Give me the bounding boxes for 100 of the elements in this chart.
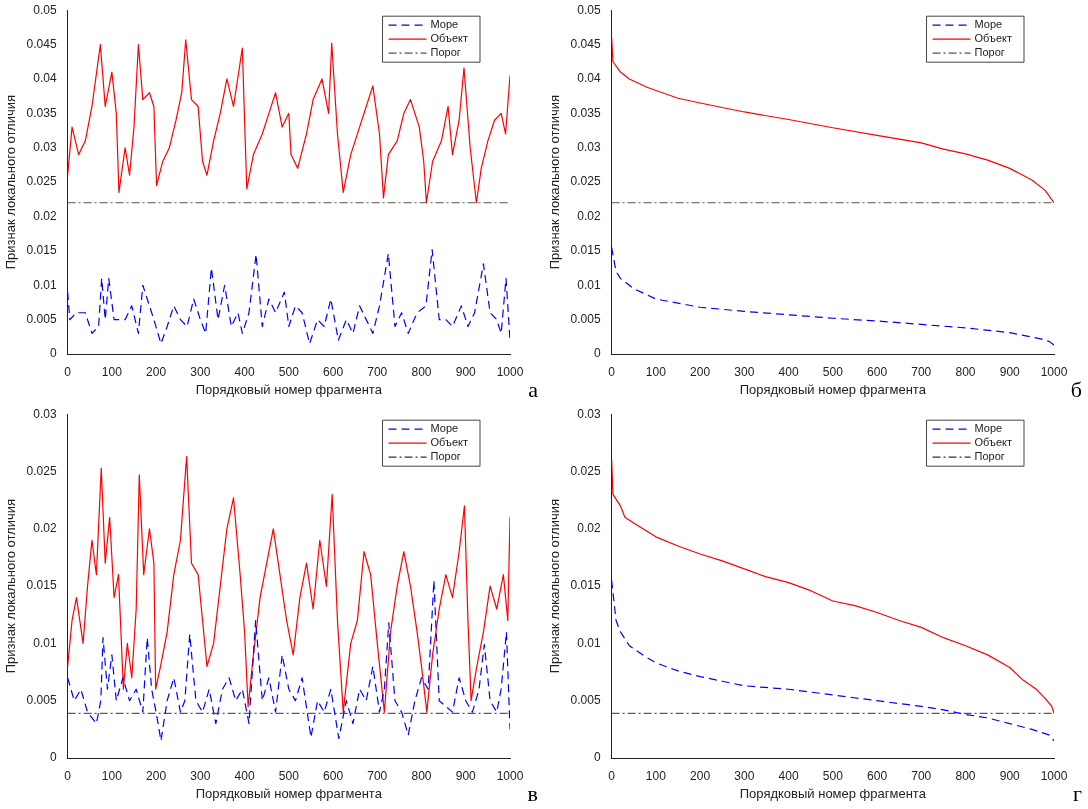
x-tick-label: 400: [234, 768, 255, 783]
y-tick-label: 0.02: [33, 208, 57, 223]
x-tick-label: 800: [955, 768, 976, 783]
y-tick-label: 0.02: [577, 521, 601, 536]
x-tick-label: 800: [411, 768, 432, 783]
legend-label: Объект: [974, 436, 1013, 449]
y-tick-label: 0.035: [26, 105, 57, 120]
x-tick-label: 100: [645, 768, 667, 783]
x-axis-title: Порядковый номер фрагмента: [739, 785, 927, 801]
y-axis-title: Признак локального отличия: [547, 498, 563, 674]
y-tick-label: 0: [49, 346, 57, 361]
y-tick-label: 0.005: [26, 311, 57, 326]
y-tick-label: 0.005: [570, 693, 601, 708]
x-tick-label: 300: [734, 364, 755, 379]
legend-label: Порог: [430, 450, 461, 463]
legend-label: Объект: [430, 32, 469, 45]
x-tick-label: 1000: [496, 364, 524, 379]
y-axis-title: Признак локального отличия: [3, 498, 19, 674]
x-tick-label: 600: [323, 364, 344, 379]
x-tick-label: 500: [822, 768, 844, 783]
x-tick-label: 300: [190, 768, 211, 783]
y-tick-label: 0.025: [570, 174, 601, 189]
y-tick-label: 0.035: [570, 105, 601, 120]
y-tick-label: 0.01: [577, 277, 601, 292]
x-tick-label: 100: [645, 364, 667, 379]
x-axis-title: Порядковый номер фрагмента: [195, 381, 383, 397]
x-tick-label: 500: [278, 768, 300, 783]
y-tick-label: 0.045: [570, 36, 601, 51]
x-tick-label: 800: [411, 364, 432, 379]
y-tick-label: 0.025: [570, 463, 601, 478]
line-series: [611, 246, 1054, 346]
y-tick-label: 0.04: [577, 71, 601, 86]
y-tick-label: 0.015: [570, 578, 601, 593]
x-tick-label: 100: [101, 768, 123, 783]
x-tick-label: 700: [911, 364, 932, 379]
x-tick-label: 400: [234, 364, 255, 379]
x-tick-label: 900: [455, 364, 477, 379]
x-axis-title: Порядковый номер фрагмента: [739, 381, 927, 397]
text: а: [528, 376, 539, 402]
y-tick-label: 0.02: [33, 521, 57, 536]
y-tick-label: 0.015: [26, 578, 57, 593]
legend-label: Порог: [974, 450, 1005, 463]
y-tick-label: 0.025: [26, 174, 57, 189]
x-tick-label: 900: [999, 364, 1021, 379]
y-tick-label: 0.015: [26, 243, 57, 258]
y-tick-label: 0: [593, 750, 601, 765]
y-tick-label: 0.005: [570, 311, 601, 326]
y-tick-label: 0.03: [577, 406, 601, 421]
y-tick-label: 0.045: [26, 36, 57, 51]
x-tick-label: 600: [867, 364, 888, 379]
x-tick-label: 100: [101, 364, 123, 379]
x-tick-label: 0: [608, 768, 616, 783]
legend-label: Объект: [430, 436, 469, 449]
legend-label: Море: [430, 422, 459, 435]
x-tick-label: 200: [690, 364, 711, 379]
y-tick-label: 0.03: [33, 140, 57, 155]
x-tick-label: 900: [999, 768, 1021, 783]
x-tick-label: 700: [367, 364, 388, 379]
x-tick-label: 1000: [1040, 768, 1068, 783]
y-tick-label: 0.04: [33, 71, 57, 86]
x-tick-label: 200: [690, 768, 711, 783]
line-series: [611, 579, 1054, 742]
legend-label: Море: [974, 422, 1003, 435]
x-tick-label: 700: [911, 768, 932, 783]
y-tick-label: 0.03: [33, 406, 57, 421]
x-tick-label: 0: [64, 768, 72, 783]
text: в: [527, 780, 538, 806]
line-series: [67, 579, 510, 742]
x-tick-label: 500: [822, 364, 844, 379]
y-tick-label: 0.01: [577, 635, 601, 650]
y-tick-label: 0.05: [577, 2, 601, 17]
y-tick-label: 0.05: [33, 2, 57, 17]
x-axis-title: Порядковый номер фрагмента: [195, 785, 383, 801]
y-axis-title: Признак локального отличия: [547, 94, 563, 270]
y-tick-label: 0: [593, 346, 601, 361]
x-tick-label: 200: [146, 768, 167, 783]
x-tick-label: 1000: [496, 768, 524, 783]
x-tick-label: 900: [455, 768, 477, 783]
y-tick-label: 0.015: [570, 243, 601, 258]
x-tick-label: 600: [867, 768, 888, 783]
x-tick-label: 400: [778, 768, 799, 783]
y-tick-label: 0.025: [26, 463, 57, 478]
x-tick-label: 600: [323, 768, 344, 783]
y-tick-label: 0.01: [33, 277, 57, 292]
x-tick-label: 0: [64, 364, 72, 379]
x-tick-label: 400: [778, 364, 799, 379]
y-tick-label: 0: [49, 750, 57, 765]
text: г: [1072, 780, 1082, 806]
legend-label: Объект: [974, 32, 1013, 45]
line-series: [67, 248, 510, 345]
x-tick-label: 300: [190, 364, 211, 379]
text: б: [1070, 376, 1082, 402]
y-axis-title: Признак локального отличия: [3, 94, 19, 270]
legend-label: Порог: [974, 46, 1005, 59]
x-tick-label: 300: [734, 768, 755, 783]
y-tick-label: 0.005: [26, 693, 57, 708]
legend-label: Море: [974, 18, 1003, 31]
legend-label: Порог: [430, 46, 461, 59]
x-tick-label: 500: [278, 364, 300, 379]
y-tick-label: 0.03: [577, 140, 601, 155]
